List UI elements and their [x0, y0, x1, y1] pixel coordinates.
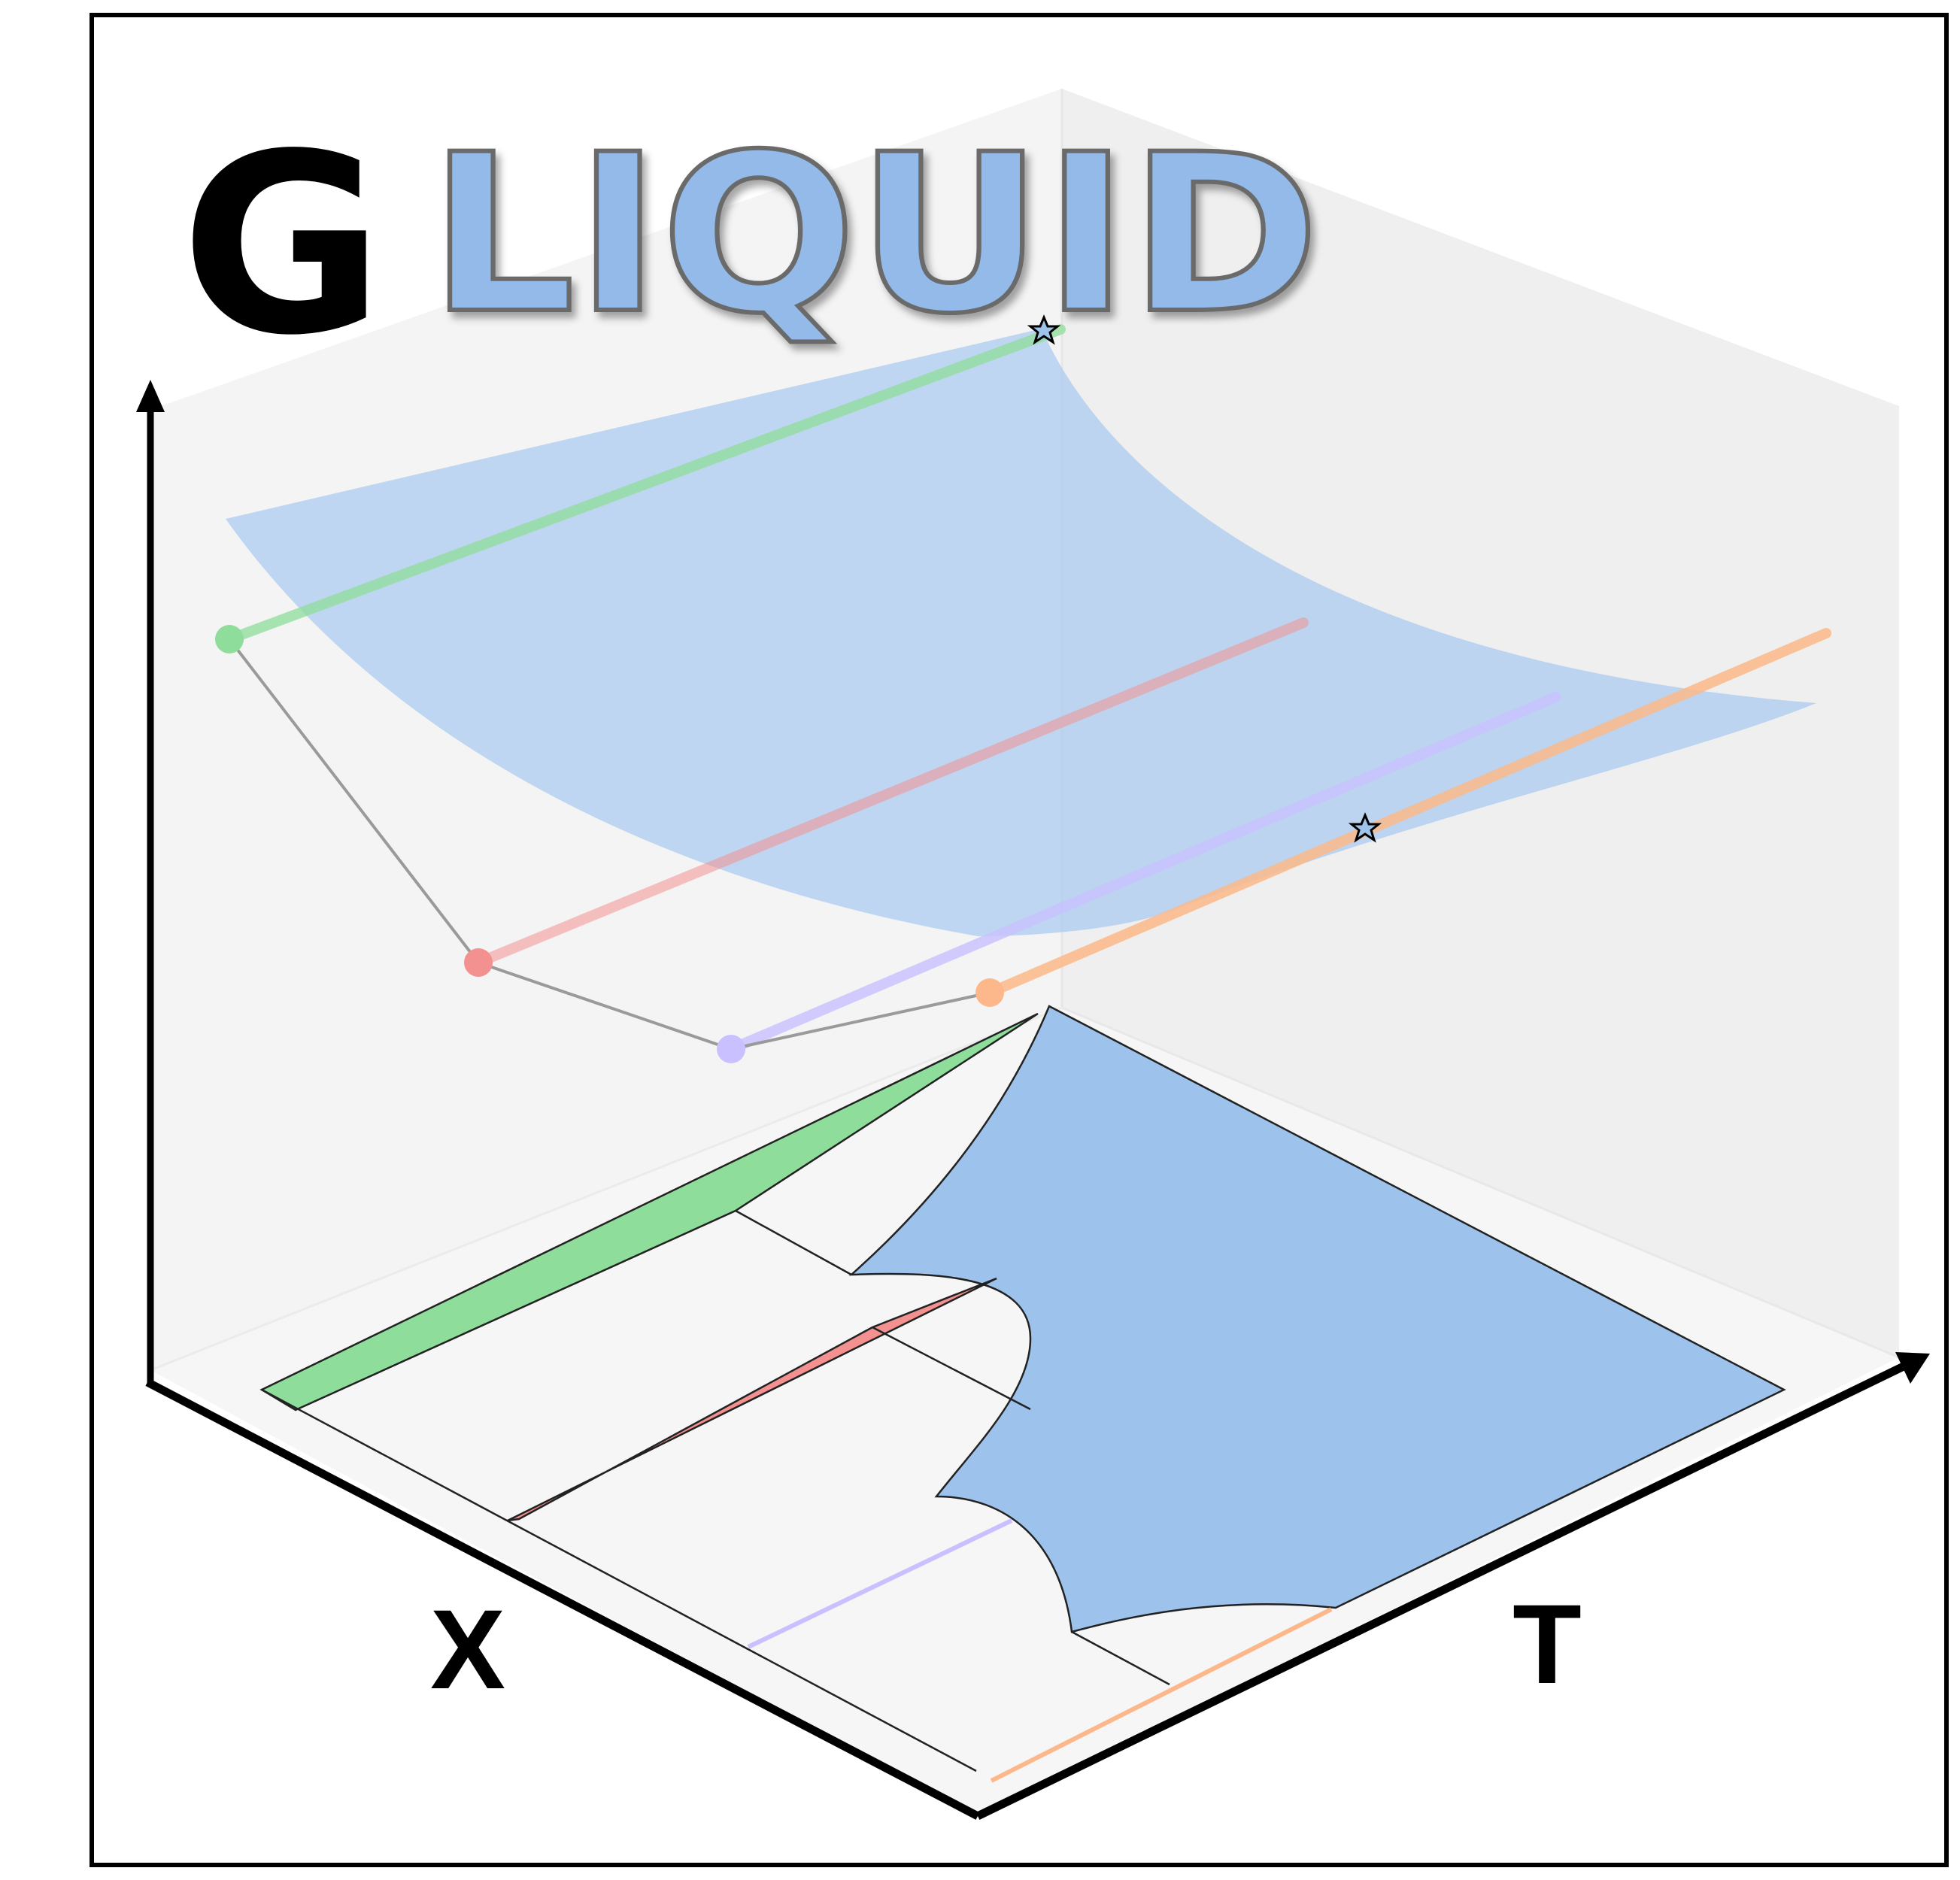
- phase-lines-3d: [215, 314, 1831, 1063]
- boundary-line: [735, 1209, 852, 1276]
- boundary-line: [1071, 1630, 1170, 1686]
- purple-phase-line: [747, 1518, 1013, 1649]
- pane-edge: [150, 1006, 1063, 1372]
- star-icon: [1027, 314, 1061, 345]
- logo: G LIQUID: [181, 101, 1322, 390]
- red-phase-line: [473, 617, 1309, 968]
- orange-phase-line: [985, 628, 1831, 998]
- liquid-region: [848, 1005, 1786, 1633]
- green-phase-point: [215, 625, 244, 653]
- green-phase-line: [224, 324, 1066, 644]
- boundary-line: [261, 1388, 977, 1772]
- boundary-line: [872, 1326, 1031, 1411]
- logo-word-liquid: LIQUID: [429, 108, 1320, 362]
- x-axis: [145, 1378, 980, 1820]
- energy-axis-arrowhead: [136, 380, 165, 412]
- t-axis-label: T: [1512, 1581, 1582, 1707]
- liquid-energy-surface: [226, 329, 1816, 936]
- axes: X T: [136, 380, 1930, 1820]
- red-phase-point: [464, 948, 493, 977]
- orange-phase-line: [990, 1607, 1333, 1783]
- orange-phase-point: [975, 978, 1004, 1007]
- pane-edge: [1061, 1006, 1900, 1359]
- phase-diagram-projection: [259, 1005, 1786, 1783]
- star-icon: [1348, 812, 1382, 843]
- t-axis-arrowhead: [1895, 1352, 1930, 1384]
- logo-letter-g: G: [181, 101, 384, 390]
- purple-phase-point: [717, 1035, 745, 1063]
- purple-phase-line: [726, 692, 1561, 1054]
- hull-connector: [228, 638, 991, 1051]
- x-axis-label: X: [430, 1586, 505, 1712]
- t-axis: [975, 1361, 1909, 1820]
